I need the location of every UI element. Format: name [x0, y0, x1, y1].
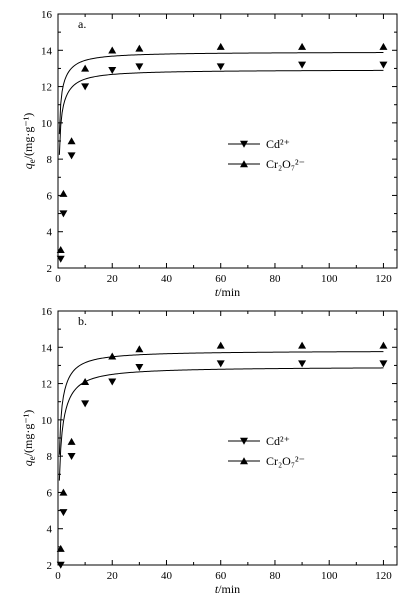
- data-point: [108, 46, 117, 54]
- data-point: [67, 137, 76, 145]
- y-tick-label: 6: [47, 487, 53, 499]
- data-point: [379, 341, 388, 349]
- panel-a-axes-frame: [57, 13, 398, 269]
- data-point: [216, 42, 225, 50]
- data-point: [67, 437, 76, 445]
- x-tick-label: 120: [375, 570, 392, 582]
- data-point: [298, 61, 307, 69]
- data-point: [108, 67, 117, 75]
- x-tick-label: 100: [321, 273, 338, 285]
- fit-curve: [58, 52, 384, 135]
- y-tick-label: 14: [41, 45, 53, 57]
- y-tick-label: 12: [41, 379, 52, 391]
- panel-b: 2 4 6 8 10 12 14 16 0 20 40 60 80 100 120 t/min qe/(mg·g…: [21, 306, 398, 596]
- data-point: [135, 345, 144, 353]
- legend-entry: Cr₂O₇²⁻: [228, 454, 305, 468]
- x-tick-label: 20: [107, 273, 119, 285]
- legend-marker: [240, 160, 248, 168]
- y-tick-label: 10: [41, 118, 53, 130]
- y-tick-label: 2: [47, 560, 53, 572]
- data-point: [56, 544, 65, 552]
- data-point: [67, 452, 76, 460]
- legend-marker: [240, 437, 248, 445]
- x-tick-label: 60: [215, 273, 227, 285]
- data-point: [56, 246, 65, 254]
- y-tick-label: 6: [47, 190, 53, 202]
- data-point: [135, 44, 144, 52]
- y-tick-label: 4: [47, 227, 53, 239]
- data-point: [216, 63, 225, 71]
- legend-label: Cd²⁺: [266, 434, 290, 448]
- series-cr2o7: [56, 341, 388, 552]
- data-point: [81, 64, 90, 72]
- data-point: [56, 561, 65, 569]
- x-tick-label: 20: [107, 570, 119, 582]
- data-point: [59, 210, 68, 218]
- x-tick-label: 0: [55, 273, 61, 285]
- x-tick-label: 120: [375, 273, 392, 285]
- data-point: [379, 61, 388, 69]
- y-tick-label: 14: [41, 342, 53, 354]
- data-point: [67, 152, 76, 160]
- fit-curve: [58, 69, 384, 155]
- series-cd: [56, 360, 388, 569]
- data-point: [298, 341, 307, 349]
- x-tick-label: 40: [161, 570, 173, 582]
- data-point: [216, 360, 225, 368]
- y-axis-title: qe/(mg·g⁻¹): [21, 410, 37, 467]
- x-tick-label: 0: [55, 570, 61, 582]
- data-point: [59, 509, 68, 517]
- y-tick-label: 16: [41, 306, 53, 318]
- data-point: [81, 400, 90, 408]
- series-cd: [56, 61, 388, 263]
- x-tick-label: 100: [321, 570, 338, 582]
- legend-marker: [240, 140, 248, 148]
- x-tick-label: 80: [269, 273, 281, 285]
- data-point: [59, 189, 68, 197]
- x-axis-title: t/min: [215, 582, 240, 596]
- data-point: [56, 255, 65, 263]
- y-tick-label: 8: [47, 451, 53, 463]
- y-tick-label: 8: [47, 154, 53, 166]
- data-point: [81, 83, 90, 91]
- x-tick-label: 40: [161, 273, 173, 285]
- y-axis-title: qe/(mg·g⁻¹): [21, 113, 37, 170]
- panel-a-label: a.: [78, 17, 86, 31]
- panel-b-label: b.: [78, 314, 87, 328]
- x-tick-label: 80: [269, 570, 281, 582]
- data-point: [81, 377, 90, 385]
- y-tick-label: 2: [47, 263, 53, 275]
- data-point: [379, 360, 388, 368]
- data-point: [298, 42, 307, 50]
- y-tick-label: 16: [41, 9, 53, 21]
- data-point: [135, 63, 144, 71]
- series-cr2o7: [56, 42, 388, 254]
- legend-label: Cr₂O₇²⁻: [266, 454, 305, 468]
- legend-label: Cr₂O₇²⁻: [266, 157, 305, 171]
- data-point: [216, 341, 225, 349]
- x-axis-title: t/min: [215, 285, 240, 299]
- legend-label: Cd²⁺: [266, 137, 290, 151]
- data-point: [298, 360, 307, 368]
- data-point: [379, 42, 388, 50]
- legend-marker: [240, 457, 248, 465]
- panel-a: 2 4 6 8 10 12 14 16 0 20 40 60 80 100 120 t/min qe/(mg·g…: [21, 9, 398, 299]
- legend-entry: Cd²⁺: [228, 137, 290, 151]
- data-point: [108, 378, 117, 386]
- panel-b-axes-frame: [57, 310, 398, 566]
- fit-curve: [58, 351, 384, 455]
- legend-entry: Cr₂O₇²⁻: [228, 157, 305, 171]
- y-tick-label: 12: [41, 82, 52, 94]
- data-point: [108, 352, 117, 360]
- x-tick-label: 60: [215, 570, 227, 582]
- fit-curve: [58, 367, 384, 481]
- y-tick-label: 4: [47, 524, 53, 536]
- data-point: [135, 364, 144, 372]
- y-tick-label: 10: [41, 415, 53, 427]
- legend-entry: Cd²⁺: [228, 434, 290, 448]
- data-point: [59, 488, 68, 496]
